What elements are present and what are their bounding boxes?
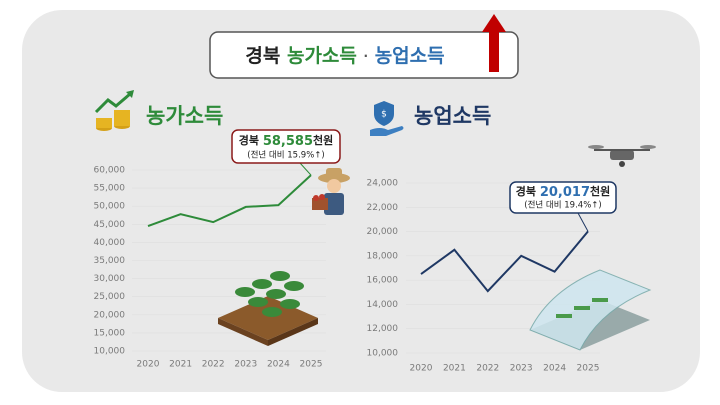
- callout-title: 경북 20,017천원: [516, 184, 611, 200]
- x-tick-label: 2021: [169, 360, 192, 370]
- header-farm: 농가소득: [287, 45, 357, 67]
- x-tick-label: 2021: [443, 364, 466, 374]
- svg-text:$: $: [381, 110, 387, 120]
- callout-value: 58,585: [263, 134, 313, 149]
- x-tick-label: 2023: [234, 360, 257, 370]
- callout-change: (전년 대비 19.4%↑): [524, 200, 601, 211]
- red-arrow: [482, 14, 506, 72]
- farmer-illustration: [312, 168, 350, 215]
- callout-prefix: 경북: [239, 133, 259, 147]
- section-title: 농업소득: [414, 104, 491, 128]
- callout-value: 20,017: [540, 185, 590, 200]
- drone-illustration: [588, 145, 656, 167]
- y-tick-label: 10,000: [94, 347, 126, 357]
- callout-box: [231, 129, 341, 164]
- y-tick-label: 35,000: [94, 256, 126, 266]
- x-tick-label: 2020: [137, 360, 160, 370]
- y-tick-label: 16,000: [367, 276, 399, 286]
- callout-prefix: 경북: [516, 184, 536, 198]
- data-line: [147, 174, 312, 228]
- header-title: 경북 농가소득 · 농업소득: [245, 45, 444, 67]
- coins-icon: [94, 90, 134, 131]
- callout-unit: 천원: [590, 184, 610, 198]
- callout-unit: 천원: [313, 133, 333, 147]
- x-tick-label: 2025: [300, 360, 323, 370]
- callout-pointer: [299, 162, 312, 176]
- x-tick-label: 2023: [510, 364, 533, 374]
- header-prefix: 경북: [245, 45, 280, 67]
- y-tick-label: 60,000: [94, 166, 126, 176]
- x-tick-label: 2024: [543, 364, 566, 374]
- callout-pointer: [577, 212, 589, 232]
- y-tick-label: 18,000: [367, 251, 399, 261]
- y-tick-label: 15,000: [94, 328, 126, 338]
- header-agri: 농업소득: [375, 45, 445, 67]
- hand-shield-icon: $: [370, 101, 404, 136]
- x-tick-label: 2024: [267, 360, 290, 370]
- callout-change: (전년 대비 15.9%↑): [247, 150, 324, 161]
- y-tick-label: 55,000: [94, 184, 126, 194]
- header-sep: ·: [364, 49, 369, 63]
- x-tick-label: 2020: [410, 364, 433, 374]
- farm-illustration: [218, 271, 318, 346]
- y-tick-label: 20,000: [367, 227, 399, 237]
- section-title: 농가소득: [146, 104, 223, 128]
- x-tick-label: 2022: [476, 364, 499, 374]
- callout-title: 경북 58,585천원: [239, 133, 334, 149]
- header-box: [209, 31, 519, 79]
- y-tick-label: 25,000: [94, 292, 126, 302]
- data-line: [420, 230, 589, 293]
- y-tick-label: 50,000: [94, 202, 126, 212]
- y-tick-label: 45,000: [94, 220, 126, 230]
- y-tick-label: 14,000: [367, 300, 399, 310]
- y-tick-label: 12,000: [367, 324, 399, 334]
- greenhouse-illustration: [529, 269, 652, 351]
- y-tick-label: 10,000: [367, 349, 399, 359]
- y-tick-label: 24,000: [367, 179, 399, 189]
- x-tick-label: 2022: [202, 360, 225, 370]
- x-tick-label: 2025: [577, 364, 600, 374]
- y-tick-label: 22,000: [367, 203, 399, 213]
- y-tick-label: 30,000: [94, 274, 126, 284]
- y-tick-label: 20,000: [94, 310, 126, 320]
- callout-box: [509, 181, 617, 214]
- y-tick-label: 40,000: [94, 238, 126, 248]
